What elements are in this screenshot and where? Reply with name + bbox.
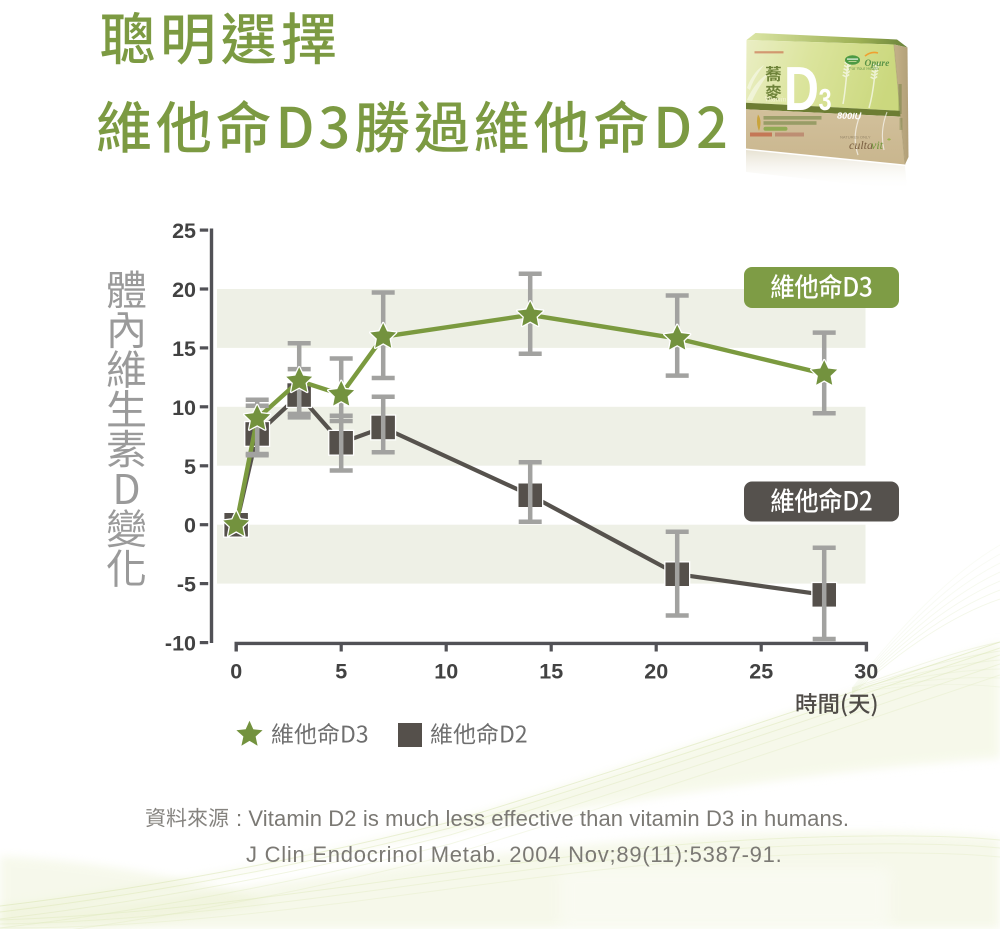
svg-text:vit: vit (871, 138, 884, 152)
svg-text:10: 10 (172, 396, 196, 420)
svg-text:800IU: 800IU (837, 111, 862, 122)
svg-text:J Clin Endocrinol Metab. 2004: J Clin Endocrinol Metab. 2004 Nov;89(11)… (246, 842, 783, 867)
svg-text:0: 0 (184, 514, 196, 538)
svg-text:NATURES ONLY: NATURES ONLY (840, 135, 871, 140)
svg-text:Vitamin: Vitamin (765, 96, 787, 104)
svg-text:0: 0 (230, 660, 242, 684)
svg-text:culta: culta (849, 138, 873, 152)
svg-text:-10: -10 (165, 632, 196, 656)
svg-text:20: 20 (172, 278, 196, 302)
svg-text:3: 3 (819, 82, 832, 117)
svg-text:10: 10 (434, 660, 458, 684)
svg-text:5: 5 (335, 660, 347, 684)
svg-text:15: 15 (539, 660, 563, 684)
svg-text:15: 15 (172, 337, 196, 361)
svg-text:D: D (784, 54, 819, 123)
svg-text:5: 5 (184, 455, 196, 479)
svg-text:30: 30 (854, 660, 878, 684)
svg-text:: Vitamin D2 is much less effe: : Vitamin D2 is much less effective than… (236, 806, 849, 831)
svg-text:-5: -5 (177, 573, 196, 597)
svg-text:For Your Health: For Your Health (849, 66, 879, 71)
svg-text:25: 25 (172, 219, 196, 243)
svg-text:20: 20 (644, 660, 668, 684)
svg-text:Opure: Opure (865, 59, 891, 69)
svg-text:25: 25 (749, 660, 773, 684)
